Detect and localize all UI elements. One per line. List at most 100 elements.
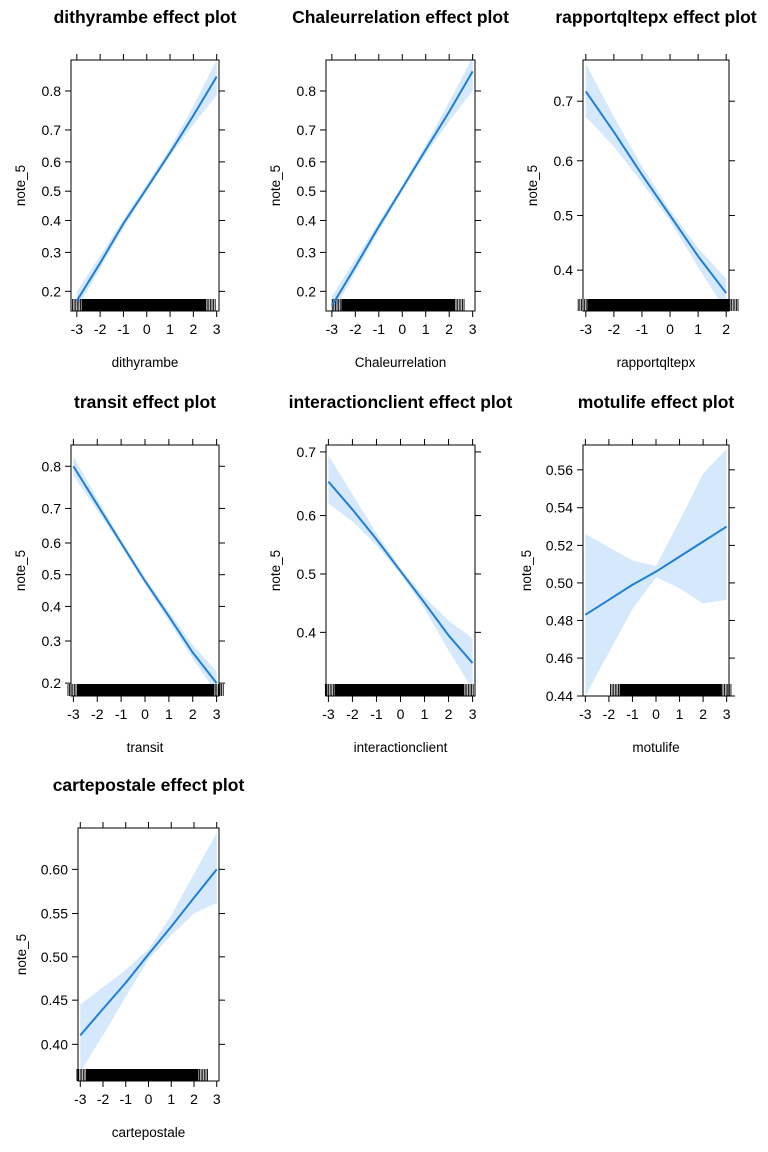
y-tick-label: 0.5 bbox=[297, 183, 317, 199]
x-tick-label: -2 bbox=[608, 321, 621, 337]
y-tick-label: 0.50 bbox=[546, 575, 573, 591]
y-tick-label: 0.6 bbox=[297, 508, 317, 524]
y-axis-label: note_5 bbox=[519, 550, 534, 591]
panel-title: rapportqltepx effect plot bbox=[555, 7, 756, 27]
y-tick-label: 0.60 bbox=[41, 861, 68, 877]
x-tick-label: 2 bbox=[189, 706, 197, 722]
rug-ticks bbox=[610, 684, 732, 696]
y-tick-label: 0.6 bbox=[42, 535, 62, 551]
x-tick-label: -2 bbox=[603, 706, 616, 722]
panel-title: cartepostale effect plot bbox=[53, 775, 245, 795]
confidence-band bbox=[585, 63, 727, 311]
y-tick-label: 0.8 bbox=[297, 83, 317, 99]
x-tick-label: -2 bbox=[91, 706, 104, 722]
x-tick-label: 1 bbox=[421, 706, 429, 722]
x-tick-label: -2 bbox=[349, 321, 362, 337]
x-tick-label: 0 bbox=[398, 321, 406, 337]
x-axis-label: Chaleurrelation bbox=[355, 355, 447, 370]
y-tick-label: 0.44 bbox=[546, 688, 573, 704]
x-tick-label: -3 bbox=[71, 321, 84, 337]
x-tick-label: -1 bbox=[120, 1091, 133, 1107]
panel-title: interactionclient effect plot bbox=[289, 392, 513, 412]
x-tick-label: -2 bbox=[346, 706, 359, 722]
x-tick-label: 0 bbox=[666, 321, 674, 337]
y-tick-label: 0.6 bbox=[42, 154, 62, 170]
x-tick-label: 2 bbox=[722, 321, 730, 337]
fitted-line bbox=[584, 90, 727, 294]
y-tick-label: 0.55 bbox=[41, 906, 68, 922]
y-axis-label: note_5 bbox=[13, 550, 28, 591]
y-tick-label: 0.6 bbox=[297, 154, 317, 170]
x-tick-label: 1 bbox=[422, 321, 430, 337]
x-tick-label: 3 bbox=[213, 706, 221, 722]
effect-panel-1: dithyrambe effect plot -3 -2 -1 0 1 2 3 0.2 0.3 0.… bbox=[13, 7, 237, 370]
x-tick-label: -3 bbox=[579, 706, 592, 722]
effect-panel-3: rapportqltepx effect plot -3 -2 -1 0 1 2 0.4 0.5… bbox=[525, 7, 757, 370]
x-tick-label: -1 bbox=[370, 706, 383, 722]
fitted-line bbox=[327, 480, 474, 664]
x-axis-label: transit bbox=[127, 740, 164, 755]
y-tick-label: 0.54 bbox=[546, 500, 573, 516]
x-tick-label: 2 bbox=[699, 706, 707, 722]
rug-ticks bbox=[331, 299, 465, 311]
effect-panel-4: transit effect plot -3 -2 -1 0 1 2 3 0.2 0.3 0.4 0.… bbox=[13, 392, 225, 755]
fitted-line bbox=[72, 465, 218, 684]
y-axis-label: note_5 bbox=[525, 165, 540, 206]
x-tick-label: -1 bbox=[115, 706, 128, 722]
x-tick-label: 2 bbox=[445, 321, 453, 337]
y-tick-label: 0.2 bbox=[42, 283, 62, 299]
x-tick-label: 1 bbox=[167, 1091, 175, 1107]
x-tick-label: -3 bbox=[74, 1091, 87, 1107]
rug-ticks bbox=[67, 684, 224, 696]
x-axis-label: rapportqltepx bbox=[617, 355, 696, 370]
x-tick-label: -3 bbox=[67, 706, 80, 722]
y-tick-label: 0.4 bbox=[297, 212, 317, 228]
x-tick-label: -1 bbox=[636, 321, 649, 337]
x-tick-label: 3 bbox=[213, 321, 221, 337]
effect-panel-2: Chaleurrelation effect plot -3 -2 -1 0 1 2 3 0.2… bbox=[268, 7, 509, 370]
y-tick-label: 0.4 bbox=[42, 212, 62, 228]
x-tick-label: 0 bbox=[397, 706, 405, 722]
x-tick-label: 2 bbox=[445, 706, 453, 722]
effect-panel-6: motulife effect plot -3 -2 -1 0 1 2 3 0.44 0.46 0.… bbox=[519, 392, 735, 755]
plot-frame bbox=[325, 59, 476, 312]
x-tick-label: 3 bbox=[213, 1091, 221, 1107]
y-tick-label: 0.5 bbox=[42, 567, 62, 583]
effect-panel-7: cartepostale effect plot -3 -2 -1 0 1 2 3 0.40 0.… bbox=[14, 775, 244, 1140]
y-tick-label: 0.3 bbox=[42, 244, 62, 260]
y-axis-label: note_5 bbox=[13, 165, 28, 206]
rug-ticks bbox=[72, 299, 216, 311]
confidence-band bbox=[80, 832, 217, 1072]
x-axis-label: cartepostale bbox=[112, 1125, 186, 1140]
x-tick-label: 1 bbox=[166, 321, 174, 337]
y-tick-label: 0.52 bbox=[546, 537, 573, 553]
confidence-band bbox=[76, 60, 217, 309]
y-tick-label: 0.3 bbox=[42, 633, 62, 649]
y-tick-label: 0.8 bbox=[42, 83, 62, 99]
y-tick-label: 0.2 bbox=[42, 675, 62, 691]
x-tick-label: -2 bbox=[97, 1091, 110, 1107]
panel-title: Chaleurrelation effect plot bbox=[292, 7, 509, 27]
fitted-line bbox=[584, 525, 728, 616]
y-tick-label: 0.4 bbox=[554, 262, 574, 278]
x-tick-label: 1 bbox=[676, 706, 684, 722]
x-tick-label: 2 bbox=[190, 1091, 198, 1107]
panel-title: transit effect plot bbox=[74, 392, 216, 412]
x-tick-label: 1 bbox=[165, 706, 173, 722]
y-tick-label: 0.4 bbox=[297, 624, 317, 640]
x-axis-label: motulife bbox=[632, 740, 679, 755]
plot-frame bbox=[70, 59, 220, 312]
y-tick-label: 0.6 bbox=[554, 153, 574, 169]
x-tick-label: -3 bbox=[580, 321, 593, 337]
y-tick-label: 0.7 bbox=[554, 93, 574, 109]
x-axis-label: dithyrambe bbox=[112, 355, 179, 370]
y-tick-label: 0.40 bbox=[41, 1036, 68, 1052]
y-tick-label: 0.56 bbox=[546, 462, 573, 478]
y-tick-label: 0.50 bbox=[41, 949, 68, 965]
x-tick-label: -2 bbox=[94, 321, 107, 337]
y-axis-label: note_5 bbox=[268, 550, 283, 591]
fitted-line bbox=[79, 868, 218, 1037]
x-axis-label: interactionclient bbox=[354, 740, 448, 755]
y-tick-label: 0.5 bbox=[42, 183, 62, 199]
